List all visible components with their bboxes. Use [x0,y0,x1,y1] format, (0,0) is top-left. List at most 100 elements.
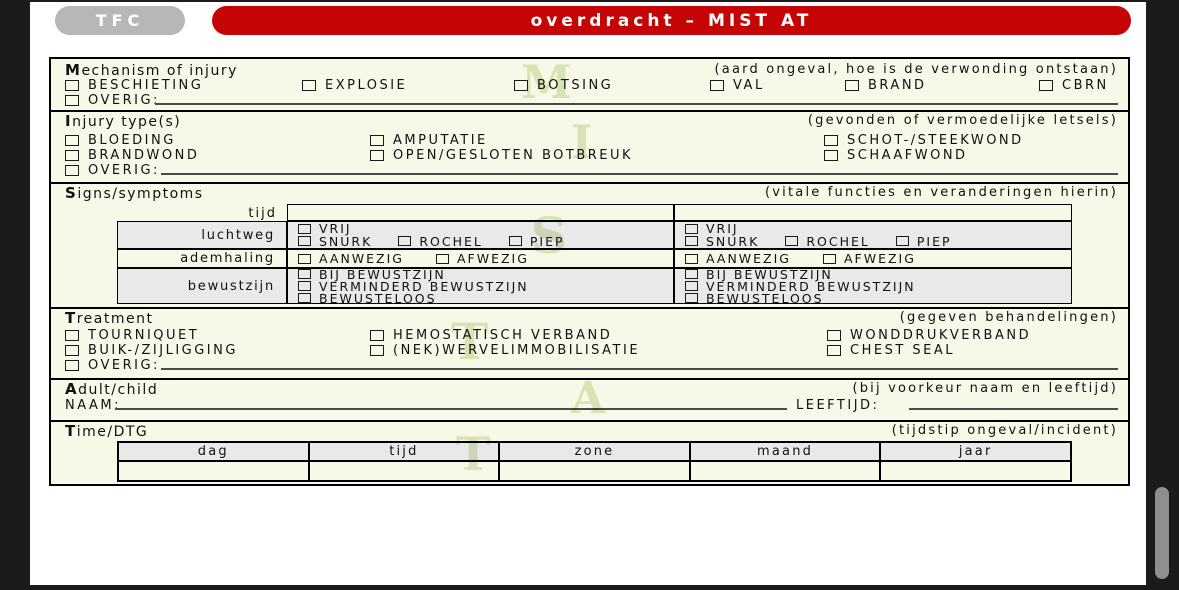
checkbox-option-piep[interactable]: PIEP [895,234,952,248]
injury-overig-writein-line[interactable] [161,173,1118,175]
checkbox-option-schaafwond[interactable]: SCHAAFWOND [824,148,968,163]
name-writein-line[interactable] [115,408,787,410]
checkbox-option-rochel[interactable]: ROCHEL [398,234,483,248]
checkbox-option-beschieting[interactable]: BESCHIETING [65,78,203,93]
checkbox[interactable] [508,236,522,247]
checkbox[interactable] [845,79,859,91]
signs-time-label: tijd [248,206,277,221]
checkbox[interactable] [298,253,311,264]
checkbox[interactable] [398,236,412,247]
checkbox[interactable] [827,329,841,341]
checkbox[interactable] [824,134,838,146]
signs-time-field-left[interactable] [287,204,674,221]
checkbox-option-snurk[interactable]: SNURK [298,234,372,248]
checkbox-option-afwezig[interactable]: AFWEZIG [436,251,529,266]
checkbox[interactable] [298,236,311,247]
checkbox[interactable] [685,269,698,279]
checkbox[interactable] [298,293,311,303]
signs-time-field-right[interactable] [674,204,1072,221]
checkbox[interactable] [370,329,384,341]
checkbox[interactable] [370,344,384,356]
checkbox-option-tourniquet[interactable]: TOURNIQUET [65,328,199,343]
checkbox-option-val[interactable]: VAL [710,78,765,93]
checkbox[interactable] [65,164,79,176]
treatment-overig-writein-line[interactable] [161,368,1118,370]
checkbox[interactable] [65,79,79,91]
mist-at-form: M I S T A T Mechanism of injury (aard on… [49,57,1130,486]
checkbox-option-vrij[interactable]: VRIJ [298,222,352,236]
checkbox[interactable] [824,149,838,161]
checkbox-option-piep[interactable]: PIEP [508,234,565,248]
time-field-tijd[interactable] [310,462,501,480]
checkbox[interactable] [436,253,449,264]
checkbox[interactable] [298,269,311,279]
checkbox-option-aanwezig[interactable]: AANWEZIG [685,251,791,266]
age-writein-line[interactable] [909,408,1118,410]
checkbox[interactable] [302,79,316,91]
checkbox-option-brandwond[interactable]: BRANDWOND [65,148,199,163]
checkbox-option-bij-bewustzijn[interactable]: BIJ BEWUSTZIJN [298,269,446,282]
checkbox[interactable] [823,253,836,264]
checkbox-option-treatment-overig[interactable]: OVERIG: [65,358,160,373]
checkbox[interactable] [895,236,909,247]
checkbox[interactable] [65,329,79,341]
checkbox-option-wonddrukverband[interactable]: WONDDRUKVERBAND [827,328,1031,343]
checkbox-option-verminderd-bewustzijn[interactable]: VERMINDERD BEWUSTZIJN [298,279,529,294]
checkbox[interactable] [710,79,724,91]
checkbox[interactable] [685,281,698,291]
time-field-jaar[interactable] [881,462,1070,480]
signs-table: tijd luchtweg ademhaling bewustzijn VRIJ… [117,204,1072,304]
checkbox[interactable] [514,79,528,91]
checkbox-option-bewusteloos[interactable]: BEWUSTELOOS [298,291,437,303]
checkbox-option-brand[interactable]: BRAND [845,78,927,93]
checkbox[interactable] [685,236,698,247]
checkbox-option-bij-bewustzijn[interactable]: BIJ BEWUSTZIJN [685,269,833,282]
checkbox[interactable] [785,236,799,247]
checkbox[interactable] [65,134,79,146]
checkbox-option-buik-zijligging[interactable]: BUIK-/ZIJLIGGING [65,343,238,358]
checkbox[interactable] [65,149,79,161]
time-field-dag[interactable] [119,462,310,480]
checkbox-option-bewusteloos[interactable]: BEWUSTELOOS [685,291,824,303]
tfc-badge-label: TFC [95,11,145,30]
checkbox-option-botsing[interactable]: BOTSING [514,78,613,93]
mechanism-overig-writein-line[interactable] [155,103,1118,105]
vertical-scrollbar-thumb[interactable] [1155,487,1169,579]
checkbox[interactable] [65,359,79,371]
checkbox[interactable] [370,134,384,146]
signs-title: Signs/symptoms [65,184,204,202]
checkbox-option-open-gesloten-botbreuk[interactable]: OPEN/GESLOTEN BOTBREUK [370,148,633,163]
checkbox-option-bloeding[interactable]: BLOEDING [65,133,176,148]
checkbox-option-explosie[interactable]: EXPLOSIE [302,78,407,93]
time-field-zone[interactable] [500,462,691,480]
checkbox-option-chest-seal[interactable]: CHEST SEAL [827,343,955,358]
checkbox-option-amputatie[interactable]: AMPUTATIE [370,133,488,148]
checkbox-option-afwezig[interactable]: AFWEZIG [823,251,916,266]
checkbox[interactable] [298,281,311,291]
checkbox[interactable] [827,344,841,356]
checkbox-option-rochel[interactable]: ROCHEL [785,234,870,248]
checkbox-option-vrij[interactable]: VRIJ [685,222,739,236]
checkbox-option-snurk[interactable]: SNURK [685,234,759,248]
checkbox-option-mechanism-overig[interactable]: OVERIG: [65,93,160,108]
checkbox[interactable] [65,94,79,106]
checkbox[interactable] [370,149,384,161]
checkbox[interactable] [1039,79,1053,91]
checkbox-option-aanwezig[interactable]: AANWEZIG [298,251,404,266]
checkbox-option-injury-overig[interactable]: OVERIG: [65,163,160,178]
checkbox-option-cbrn[interactable]: CBRN [1039,78,1109,93]
section-divider [51,378,1128,380]
checkbox[interactable] [65,344,79,356]
checkbox-option-hemostatisch-verband[interactable]: HEMOSTATISCH VERBAND [370,328,612,343]
signs-row-label-bewustzijn: bewustzijn [117,268,287,304]
checkbox[interactable] [685,223,698,234]
checkbox[interactable] [685,293,698,303]
time-field-maand[interactable] [691,462,882,480]
checkbox-option-schot-steekwond[interactable]: SCHOT-/STEEKWOND [824,133,1024,148]
checkbox[interactable] [685,253,698,264]
checkbox-option-verminderd-bewustzijn[interactable]: VERMINDERD BEWUSTZIJN [685,279,916,294]
checkbox[interactable] [298,223,311,234]
time-table-entry-row [119,462,1070,480]
time-col-jaar: jaar [881,443,1070,462]
checkbox-option-nek-wervelimmobilisatie[interactable]: (NEK)WERVELIMMOBILISATIE [370,343,640,358]
